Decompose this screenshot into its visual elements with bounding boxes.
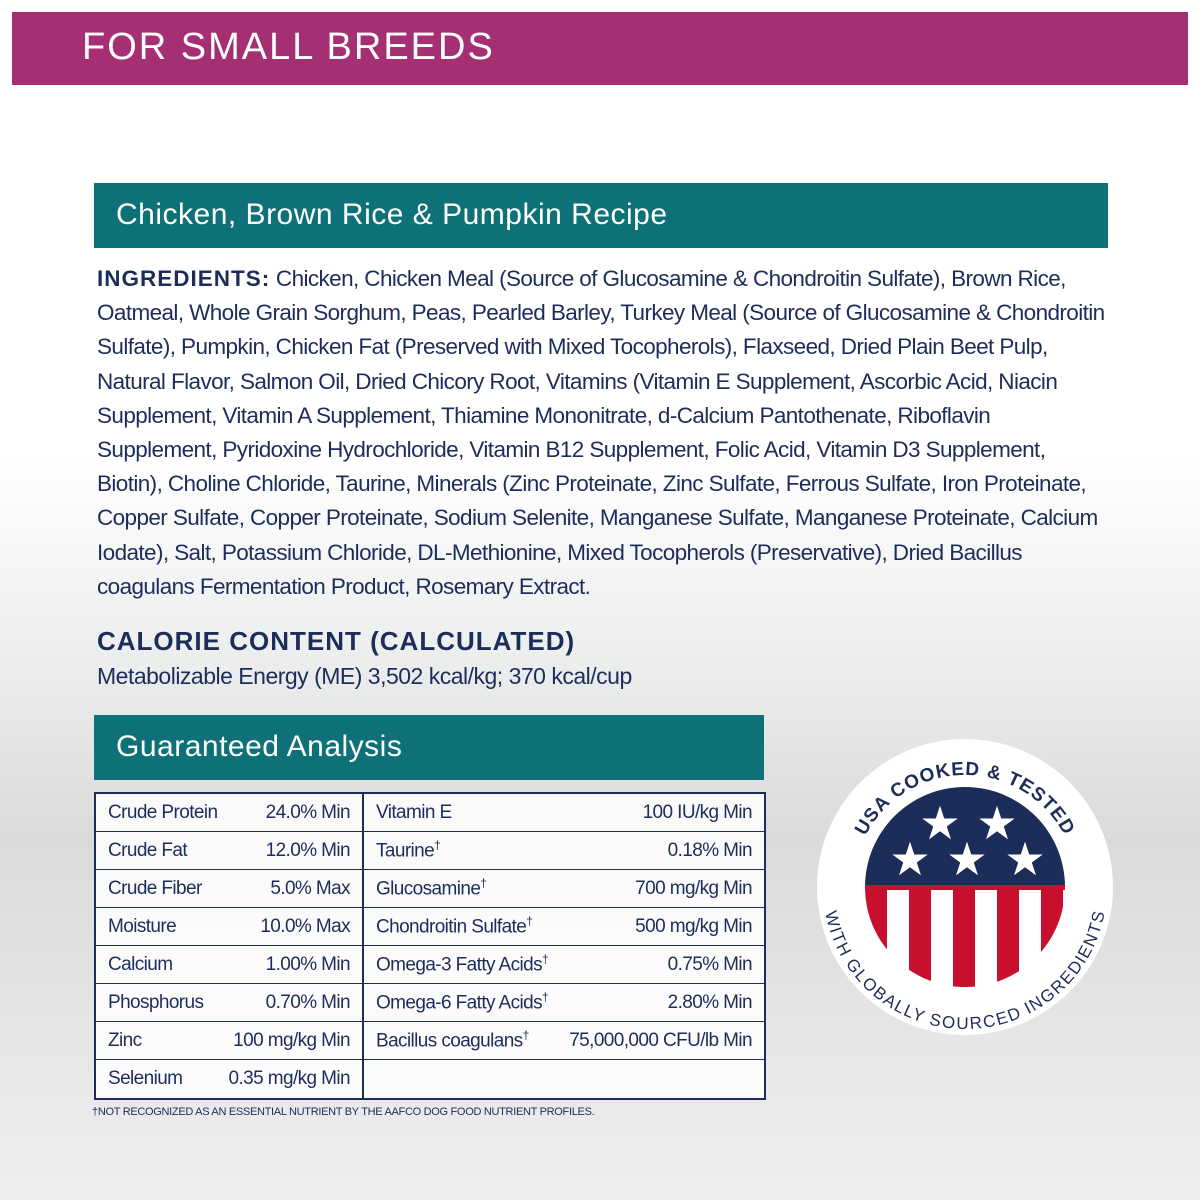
dagger: †	[434, 838, 441, 853]
dagger: †	[480, 876, 487, 891]
nutrient-value: 12.0% Min	[265, 839, 351, 861]
recipe-title: Chicken, Brown Rice & Pumpkin Recipe	[116, 198, 668, 231]
nutrient-name: Chondroitin Sulfate†	[376, 914, 533, 938]
nutrient-name: Calcium	[108, 953, 173, 976]
nutrient-value: 1.00% Min	[265, 953, 351, 975]
nutrient-label: Crude Protein	[108, 801, 218, 823]
nutrient-value: 700 mg/kg Min	[635, 877, 752, 899]
svg-text:★: ★	[946, 832, 987, 886]
nutrient-label: Phosphorus	[108, 991, 204, 1013]
nutrient-label: Bacillus coagulans	[376, 1030, 523, 1052]
nutrient-name: Crude Fiber	[108, 878, 202, 900]
nutrient-name: Crude Protein	[108, 801, 218, 824]
table-row: Crude Fiber 5.0% Max	[96, 870, 362, 908]
nutrient-value: 0.75% Min	[667, 953, 753, 975]
nutrient-name: Crude Fat	[108, 839, 188, 862]
table-column: Crude Protein 24.0% Min Crude Fat 12.0% Min…	[96, 794, 364, 1098]
nutrient-label: Omega-6 Fatty Acids	[376, 992, 543, 1014]
nutrient-name: Omega-6 Fatty Acids†	[376, 990, 549, 1014]
svg-text:★: ★	[919, 796, 960, 850]
nutrient-label: Calcium	[108, 953, 173, 975]
dagger: †	[522, 1028, 530, 1043]
nutrient-label: Omega-3 Fatty Acids	[376, 954, 543, 976]
flag: ★ ★ ★ ★ ★	[865, 787, 1065, 987]
svg-text:★: ★	[1004, 832, 1045, 886]
nutrient-label: Zinc	[108, 1029, 142, 1051]
calorie-text: Metabolizable Energy (ME) 3,502 kcal/kg;…	[97, 663, 632, 689]
svg-text:★: ★	[976, 796, 1017, 850]
table-row: Phosphorus 0.70% Min	[96, 984, 362, 1022]
analysis-bar: Guaranteed Analysis	[94, 715, 764, 780]
table-row: Glucosamine† 700 mg/kg Min	[364, 870, 764, 908]
nutrient-label: Selenium	[108, 1067, 183, 1089]
table-row: Crude Fat 12.0% Min	[96, 832, 362, 870]
nutrient-name: Phosphorus	[108, 991, 204, 1014]
nutrient-name: Moisture	[108, 915, 177, 938]
dagger: †	[526, 914, 533, 929]
nutrient-label: Crude Fat	[108, 839, 188, 861]
nutrient-value: 0.18% Min	[667, 839, 753, 861]
nutrient-value: 75,000,000 CFU/lb Min	[569, 1029, 752, 1051]
nutrient-name: Selenium	[108, 1067, 183, 1090]
badge: ★ ★ ★ ★ ★ USA COOKED & TESTED WITH GLOBALLY…	[817, 739, 1113, 1035]
table-row: Zinc 100 mg/kg Min	[96, 1022, 362, 1060]
ingredients-label: INGREDIENTS:	[97, 266, 271, 291]
nutrient-value: 100 IU/kg Min	[642, 801, 753, 823]
nutrient-label: Taurine	[376, 840, 435, 862]
table-row	[364, 1060, 764, 1097]
calorie-heading: CALORIE CONTENT (CALCULATED)	[97, 626, 576, 656]
footnote: †NOT RECOGNIZED AS AN ESSENTIAL NUTRIENT…	[92, 1106, 595, 1118]
nutrient-value: 5.0% Max	[270, 877, 350, 899]
table-row: Vitamin E 100 IU/kg Min	[364, 794, 764, 832]
nutrient-name: Vitamin E	[376, 802, 452, 824]
nutrient-label: Crude Fiber	[108, 877, 202, 899]
analysis-table: Crude Protein 24.0% Min Crude Fat 12.0% Min…	[94, 792, 766, 1100]
table-row: Taurine† 0.18% Min	[364, 832, 764, 870]
ingredients: INGREDIENTS: Chicken, Chicken Meal (Sour…	[97, 262, 1107, 604]
nutrient-value: 100 mg/kg Min	[233, 1029, 350, 1051]
dagger: †	[542, 952, 549, 967]
nutrient-name: Zinc	[108, 1030, 142, 1052]
nutrient-label: Moisture	[108, 915, 177, 937]
table-row: Selenium 0.35 mg/kg Min	[96, 1060, 362, 1097]
nutrient-label: Glucosamine	[376, 878, 481, 900]
svg-text:★: ★	[889, 832, 930, 886]
nutrient-value: 2.80% Min	[667, 991, 753, 1013]
table-row: Moisture 10.0% Max	[96, 908, 362, 946]
table-column: Vitamin E 100 IU/kg Min Taurine† 0.18% Min G…	[364, 794, 764, 1098]
banner-text: FOR SMALL BREEDS	[82, 26, 495, 68]
nutrient-name: Glucosamine†	[376, 876, 487, 900]
nutrient-value: 500 mg/kg Min	[635, 915, 752, 937]
table-row: Crude Protein 24.0% Min	[96, 794, 362, 832]
nutrient-name: Taurine†	[376, 838, 441, 862]
recipe-bar: Chicken, Brown Rice & Pumpkin Recipe	[94, 183, 1108, 248]
nutrient-name: Omega-3 Fatty Acids†	[376, 952, 549, 976]
nutrient-label: Vitamin E	[376, 801, 452, 823]
banner: FOR SMALL BREEDS	[12, 12, 1188, 85]
dagger: †	[542, 990, 549, 1005]
nutrient-name: Bacillus coagulans†	[376, 1028, 529, 1052]
table-row: Chondroitin Sulfate† 500 mg/kg Min	[364, 908, 764, 946]
nutrient-label: Chondroitin Sulfate	[376, 916, 527, 938]
table-row: Omega-6 Fatty Acids† 2.80% Min	[364, 984, 764, 1022]
table-row: Omega-3 Fatty Acids† 0.75% Min	[364, 946, 764, 984]
ingredients-text: Chicken, Chicken Meal (Source of Glucosa…	[97, 266, 1105, 599]
nutrient-value: 24.0% Min	[265, 801, 351, 823]
table-row: Calcium 1.00% Min	[96, 946, 362, 984]
nutrient-value: 10.0% Max	[260, 915, 350, 937]
nutrient-value: 0.35 mg/kg Min	[228, 1067, 351, 1089]
nutrient-value: 0.70% Min	[265, 991, 351, 1013]
analysis-title: Guaranteed Analysis	[116, 730, 403, 763]
table-row: Bacillus coagulans† 75,000,000 CFU/lb Min	[364, 1022, 764, 1060]
